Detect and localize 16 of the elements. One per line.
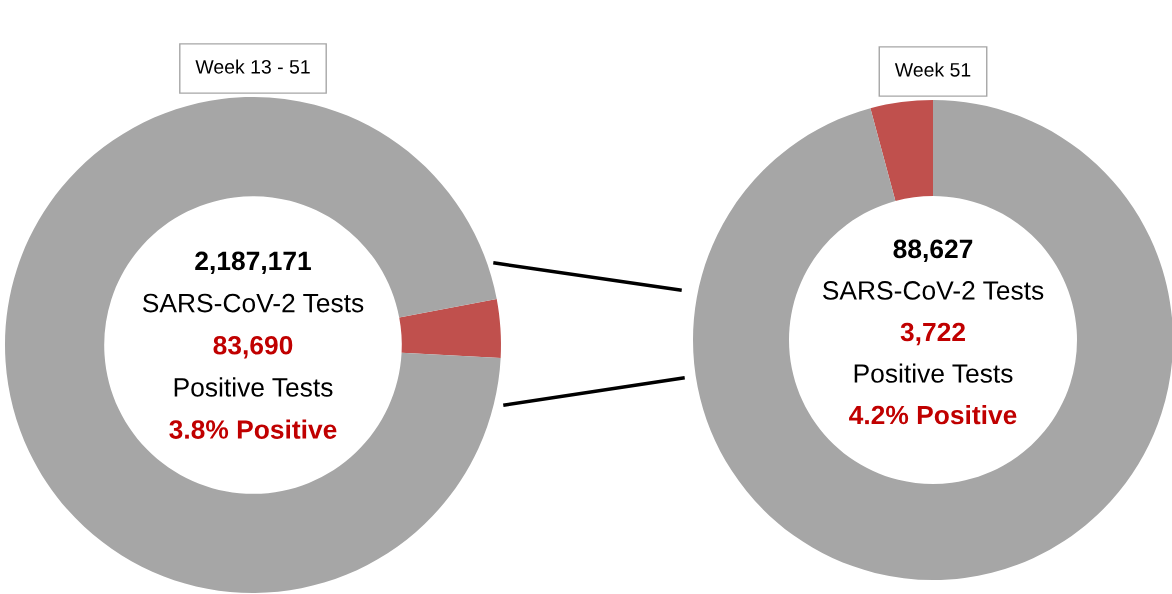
text: SARS-CoV-2 Tests <box>142 293 364 313</box>
text: 88,627 <box>893 239 973 263</box>
text: 83,690 <box>213 335 293 359</box>
donut-slice <box>693 100 1172 580</box>
text: 2,187,171 <box>195 251 311 275</box>
chart-title: Week 13 - 51 <box>195 59 310 74</box>
text: 4.2% Positive <box>849 404 1017 425</box>
donut-slice <box>399 299 501 358</box>
chart-title: Week 51 <box>894 62 971 77</box>
text: Positive Tests <box>174 377 333 397</box>
donut-slice <box>870 100 933 201</box>
text: 3.8% Positive <box>169 419 337 439</box>
text: 3,722 <box>900 322 965 346</box>
text: Positive Tests <box>854 363 1013 383</box>
text: SARS-CoV-2 Tests <box>822 281 1044 300</box>
donut-slice <box>5 97 501 593</box>
